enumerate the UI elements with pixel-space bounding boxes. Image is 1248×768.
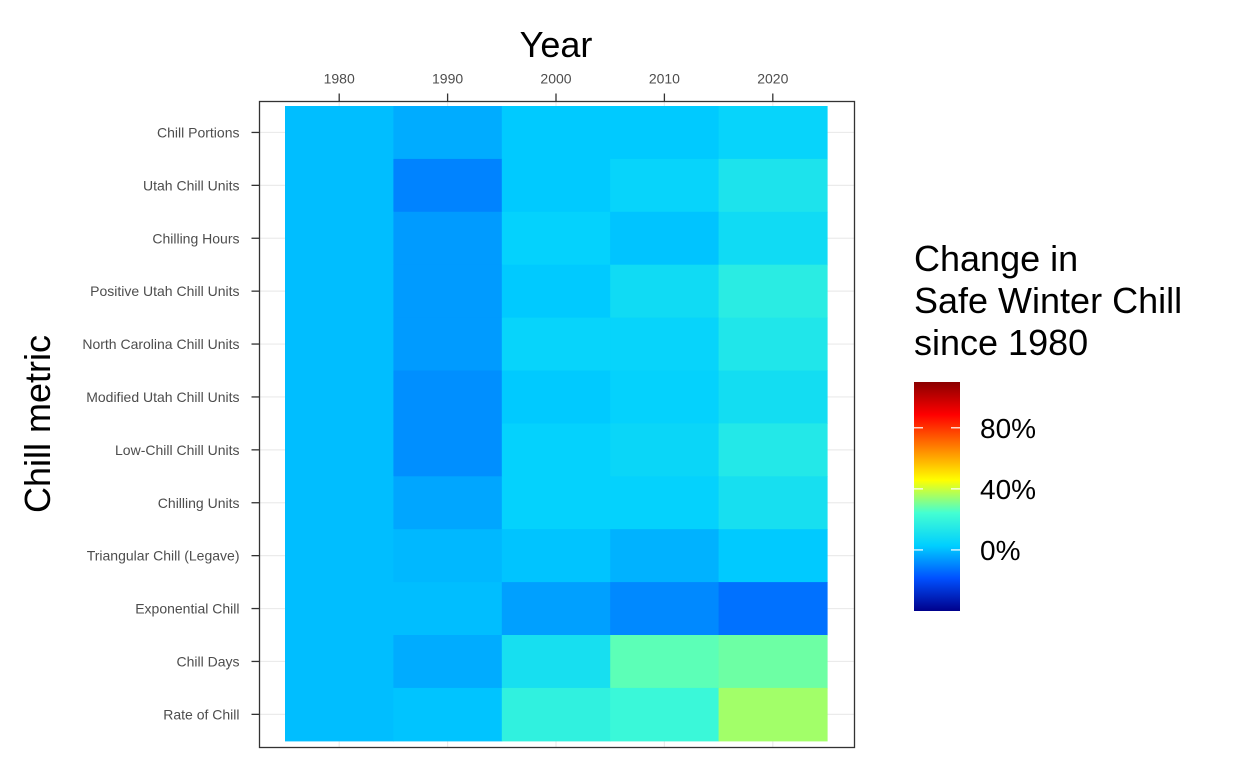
y-tick-label: Modified Utah Chill Units <box>86 389 239 405</box>
heatmap-cell <box>501 106 611 160</box>
heatmap-cell <box>610 158 720 213</box>
heatmap-cell <box>718 582 828 636</box>
heatmap-cell <box>393 370 503 424</box>
heatmap-cell <box>718 423 828 477</box>
heatmap-cell <box>610 106 720 160</box>
heatmap-cell <box>718 158 828 213</box>
heatmap-cell <box>393 687 503 742</box>
heatmap-cell <box>501 370 611 424</box>
y-tick-label: Chilling Units <box>158 495 240 511</box>
heatmap-cell <box>501 264 611 319</box>
heatmap-cell <box>501 158 611 213</box>
heatmap-cell <box>393 476 503 530</box>
heatmap-cell <box>501 635 611 689</box>
x-tick-label: 1990 <box>432 71 463 87</box>
heatmap-cell <box>718 687 828 742</box>
heatmap-cell <box>393 317 503 372</box>
legend-tick-label: 80% <box>980 413 1036 444</box>
heatmap-cell <box>501 211 611 266</box>
x-axis-title: Year <box>520 24 593 65</box>
heatmap-cell <box>285 106 394 160</box>
heatmap-cell <box>285 264 394 319</box>
heatmap-cell <box>285 211 394 266</box>
legend-tick-label: 0% <box>980 535 1020 566</box>
heatmap-cell <box>393 211 503 266</box>
panel-border <box>258 100 856 749</box>
heatmap-cell <box>501 476 611 530</box>
x-axis-ticks: 1980 1990 2000 2010 2020 <box>324 71 789 102</box>
heatmap-cell <box>610 370 720 424</box>
heatmap-cell <box>610 211 720 266</box>
heatmap-cell <box>501 582 611 636</box>
heatmap-cell <box>610 582 720 636</box>
heatmap-cell <box>718 317 828 372</box>
heatmap-cell <box>718 106 828 160</box>
legend-title-line-2: Safe Winter Chill <box>914 280 1182 321</box>
y-tick-label: Exponential Chill <box>135 601 239 617</box>
legend-tick-label: 40% <box>980 474 1036 505</box>
heatmap-cell <box>285 529 394 583</box>
heatmap-cell <box>718 529 828 583</box>
heatmap-cell <box>610 317 720 372</box>
heatmap-cell <box>285 317 394 372</box>
y-tick-label: Low-Chill Chill Units <box>115 442 239 458</box>
heatmap-cell <box>285 370 394 424</box>
heatmap-cell <box>610 687 720 742</box>
heatmap-cell <box>285 476 394 530</box>
heatmap-cell <box>393 582 503 636</box>
heatmap-cell <box>393 158 503 213</box>
y-tick-label: Chill Portions <box>157 124 239 140</box>
heatmap-cell <box>610 529 720 583</box>
x-tick-label: 2020 <box>757 71 788 87</box>
heatmap-cell <box>501 529 611 583</box>
heatmap-cell <box>285 687 394 742</box>
heatmap-cell <box>610 476 720 530</box>
x-tick-label: 2000 <box>540 71 571 87</box>
heatmap-cell <box>610 423 720 477</box>
heatmap-cell <box>393 529 503 583</box>
heatmap-cell <box>718 211 828 266</box>
y-tick-label: North Carolina Chill Units <box>82 336 239 352</box>
y-tick-label: Triangular Chill (Legave) <box>87 548 240 564</box>
x-tick-label: 2010 <box>649 71 680 87</box>
heatmap-cells <box>285 106 828 742</box>
heatmap-cell <box>393 264 503 319</box>
heatmap-cell <box>393 423 503 477</box>
heatmap-cell <box>610 635 720 689</box>
legend-title-line-1: Change in <box>914 238 1078 279</box>
y-axis-ticks: Chill Portions Utah Chill Units Chilling H… <box>82 124 260 722</box>
heatmap-cell <box>501 687 611 742</box>
legend-color-bar <box>914 382 960 611</box>
heatmap-cell <box>610 264 720 319</box>
heatmap-cell <box>501 423 611 477</box>
heatmap-cell <box>501 317 611 372</box>
heatmap-cell <box>285 158 394 213</box>
heatmap-cell <box>285 635 394 689</box>
heatmap-cell <box>718 635 828 689</box>
y-tick-label: Chilling Hours <box>152 230 239 246</box>
y-tick-label: Rate of Chill <box>163 706 239 722</box>
y-tick-label: Positive Utah Chill Units <box>90 283 239 299</box>
y-axis-title: Chill metric <box>17 335 58 513</box>
x-tick-label: 1980 <box>324 71 355 87</box>
heatmap-cell <box>393 635 503 689</box>
y-tick-label: Chill Days <box>176 653 239 669</box>
heatmap-cell <box>285 582 394 636</box>
y-tick-label: Utah Chill Units <box>143 177 239 193</box>
heatmap-cell <box>718 476 828 530</box>
heatmap-cell <box>718 370 828 424</box>
heatmap-cell <box>285 423 394 477</box>
color-legend: Change in Safe Winter Chill since 1980 0… <box>914 238 1182 611</box>
heatmap-cell <box>718 264 828 319</box>
legend-title-line-3: since 1980 <box>914 322 1088 363</box>
heatmap-cell <box>393 106 503 160</box>
